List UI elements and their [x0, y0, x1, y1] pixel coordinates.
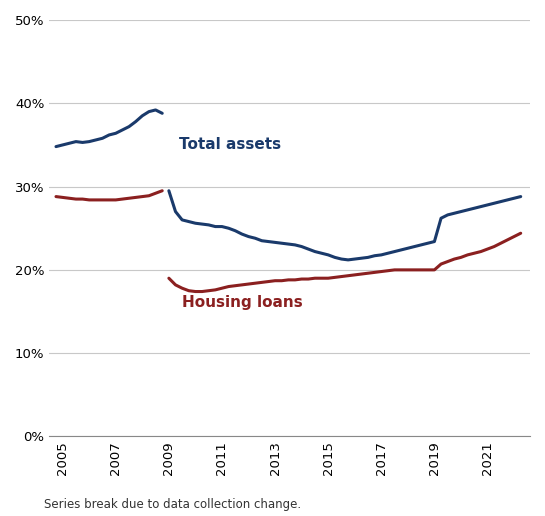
Text: Series break due to data collection change.: Series break due to data collection chan…: [44, 498, 301, 511]
Text: Total assets: Total assets: [179, 137, 282, 152]
Text: Housing loans: Housing loans: [182, 295, 303, 310]
